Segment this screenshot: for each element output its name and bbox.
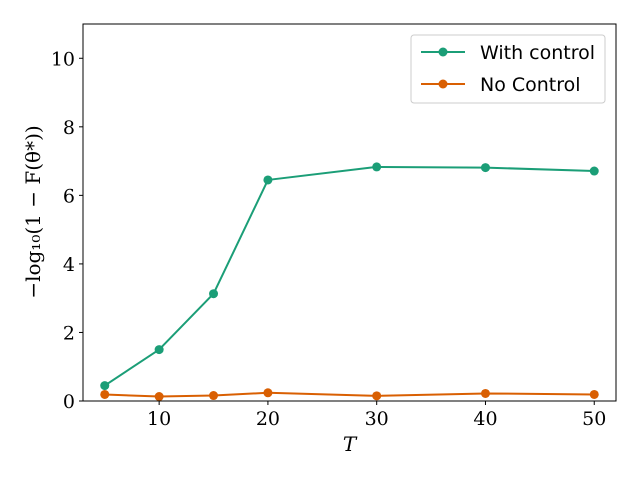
x-tick-label: 50 (582, 408, 606, 430)
data-point-with-control (480, 163, 490, 173)
y-tick-label: 8 (63, 117, 75, 139)
data-point-with-control (589, 166, 599, 176)
series-line-no-control (104, 391, 595, 398)
x-tick-label: 30 (365, 408, 389, 430)
y-axis: 0 2 4 6 8 10 (51, 48, 83, 413)
data-point-no-control (263, 388, 273, 398)
data-point-with-control (263, 175, 273, 185)
y-tick-label: 6 (63, 185, 75, 207)
data-point-no-control (100, 389, 110, 399)
x-axis: 10 20 30 40 50 (147, 401, 606, 430)
legend-marker-no-control (438, 79, 448, 89)
data-point-no-control (589, 389, 599, 399)
data-point-with-control (372, 162, 382, 172)
data-point-no-control (154, 392, 164, 402)
x-tick-label: 10 (147, 408, 171, 430)
data-point-with-control (209, 289, 219, 299)
plot-area (100, 162, 599, 402)
x-tick-label: 20 (256, 408, 280, 430)
legend-label-no-control: No Control (480, 74, 581, 96)
data-point-no-control (372, 391, 382, 401)
y-tick-label: 2 (63, 322, 75, 344)
plot-frame (82, 23, 617, 402)
data-point-with-control (154, 345, 164, 355)
x-axis-label: T (343, 432, 358, 456)
x-tick-label: 40 (473, 408, 497, 430)
legend: With control No Control (410, 34, 606, 104)
legend-marker-with-control (438, 47, 448, 57)
y-tick-label: 10 (51, 48, 75, 70)
legend-label-with-control: With control (480, 42, 595, 64)
data-point-no-control (209, 391, 219, 401)
y-tick-label: 4 (63, 254, 75, 276)
data-point-with-control (100, 381, 110, 391)
y-axis-label: −log₁₀(1 − F(θ*)) (21, 125, 45, 298)
y-tick-label: 0 (63, 391, 75, 413)
series-line-with-control (104, 165, 595, 387)
data-point-no-control (480, 388, 490, 398)
